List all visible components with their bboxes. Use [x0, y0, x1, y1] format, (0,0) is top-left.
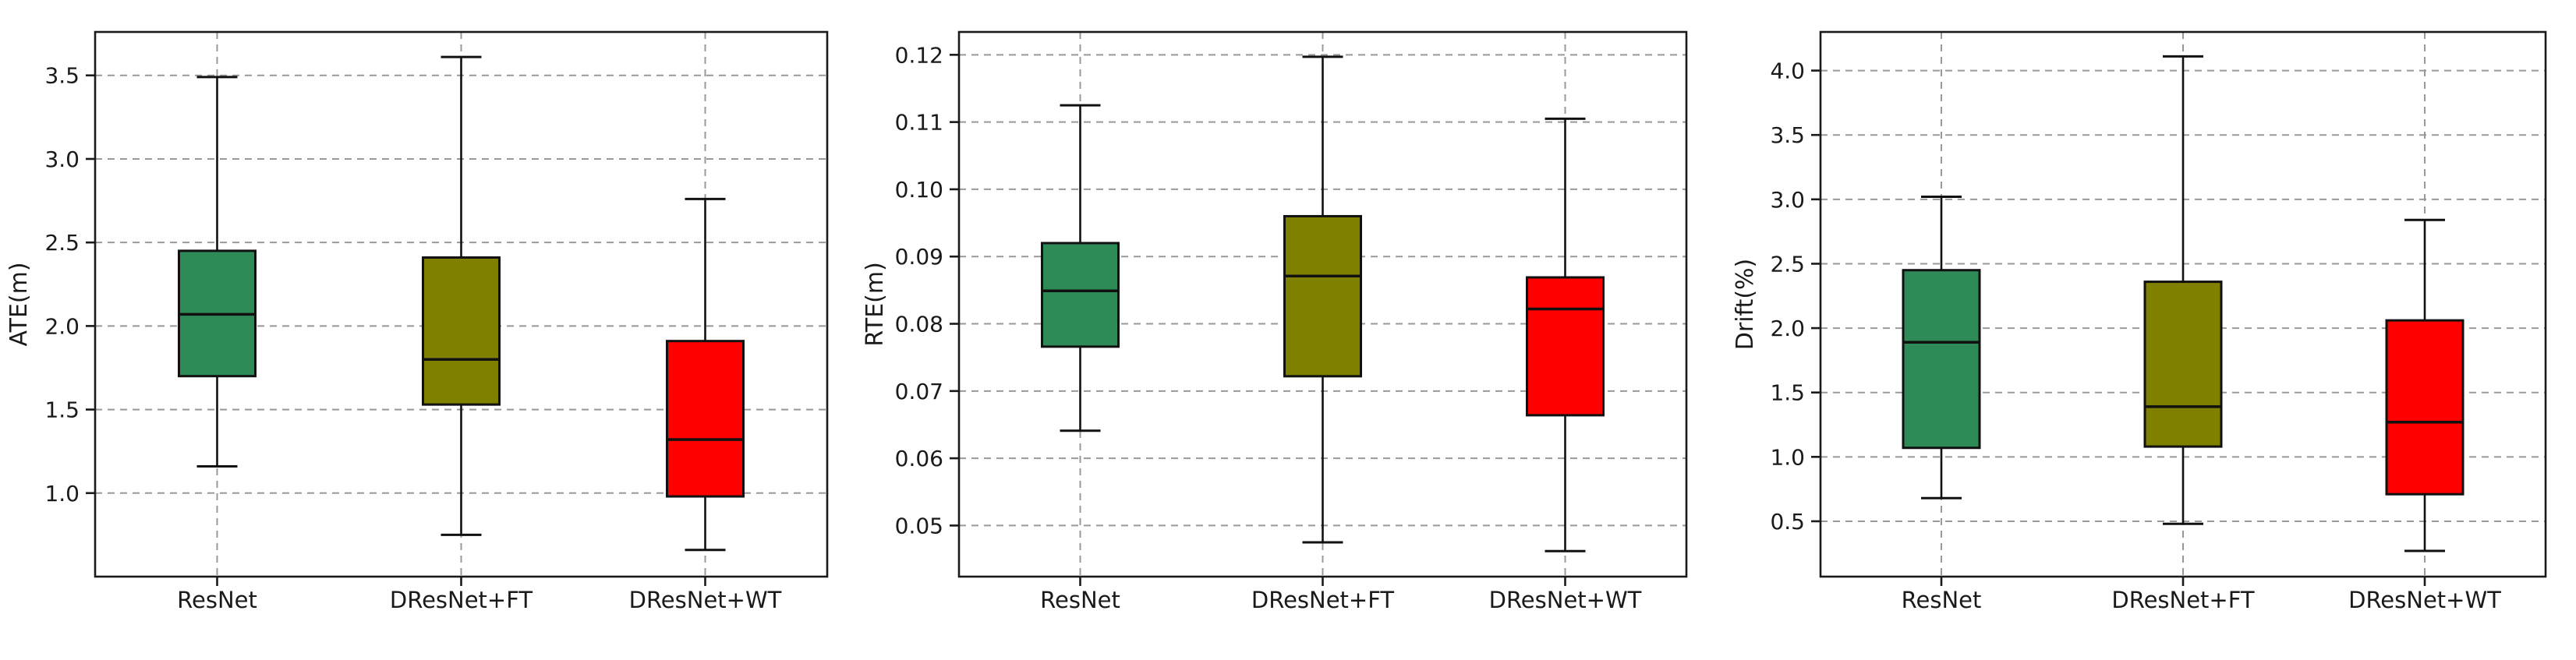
ytick-label: 0.08	[895, 312, 943, 337]
ytick-label: 3.0	[1770, 187, 1805, 213]
ytick-label: 2.0	[1770, 316, 1805, 341]
box-resnet	[1902, 196, 1981, 499]
rte-boxplot: 0.05 0.06 0.07 0.08 0.09 0.10 0.11 0.12 ResNet DR…	[862, 30, 1688, 613]
xtick-label: DResNet+FT	[2111, 587, 2255, 613]
xtick-label: DResNet+WT	[2348, 587, 2501, 613]
box-resnet	[1041, 104, 1120, 432]
iqr-box	[666, 340, 745, 498]
drift-boxplot: 0.5 1.0 1.5 2.0 2.5 3.0 3.5 4.0 ResNet DResNet+FT…	[1732, 30, 2547, 613]
y-axis-label: RTE(m)	[862, 262, 889, 347]
ytick-label: 2.0	[44, 313, 80, 339]
xtick-label: ResNet	[1902, 587, 1982, 613]
panel-ate: 1.0 1.5 2.0 2.5 3.0 3.5 ResNet DResNet+FT DResNe…	[0, 0, 858, 660]
iqr-box	[1041, 242, 1120, 348]
iqr-box	[1902, 269, 1981, 450]
panel-rte: 0.05 0.06 0.07 0.08 0.09 0.10 0.11 0.12 ResNet DR…	[859, 0, 1718, 660]
iqr-box	[1283, 214, 1362, 378]
ytick-label: 0.09	[895, 244, 943, 270]
ytick-label: 4.0	[1770, 58, 1805, 84]
xtick-label: DResNet+WT	[1489, 587, 1642, 613]
ytick-label: 3.5	[44, 63, 80, 89]
box-dresnet-wt	[666, 197, 745, 552]
ytick-label: 3.5	[1770, 122, 1805, 148]
ytick-label: 1.5	[1770, 380, 1805, 406]
ytick-label: 2.5	[1770, 251, 1805, 277]
ytick-label: 1.0	[1770, 444, 1805, 470]
box-dresnet-wt	[2385, 218, 2465, 552]
xtick-label: ResNet	[1040, 587, 1120, 613]
box-dresnet-ft	[2143, 55, 2223, 525]
panel-drift: 0.5 1.0 1.5 2.0 2.5 3.0 3.5 4.0 ResNet DResNet+FT…	[1718, 0, 2576, 660]
ate-boxplot: 1.0 1.5 2.0 2.5 3.0 3.5 ResNet DResNet+FT DResNe…	[5, 30, 829, 613]
ytick-label: 0.11	[895, 110, 943, 136]
ytick-label: 0.12	[895, 42, 943, 68]
y-axis-label: Drift(%)	[1732, 259, 1759, 350]
xtick-label: DResNet+FT	[1251, 587, 1395, 613]
ytick-label: 0.10	[895, 177, 943, 203]
ytick-label: 1.5	[44, 397, 80, 423]
y-axis-label: ATE(m)	[5, 262, 33, 346]
ytick-label: 0.05	[895, 513, 943, 538]
box-dresnet-wt	[1526, 117, 1605, 552]
ytick-label: 2.5	[44, 230, 80, 256]
box-dresnet-ft	[1283, 55, 1362, 544]
iqr-box	[1526, 276, 1605, 417]
xtick-label: ResNet	[177, 587, 257, 613]
ytick-label: 0.06	[895, 446, 943, 471]
ytick-label: 0.07	[895, 379, 943, 404]
ytick-label: 0.5	[1770, 509, 1805, 535]
iqr-box	[2143, 281, 2223, 448]
iqr-box	[2385, 319, 2465, 496]
box-dresnet-ft	[422, 55, 501, 536]
ytick-label: 1.0	[44, 481, 80, 506]
iqr-box	[422, 256, 501, 406]
xtick-label: DResNet+WT	[629, 587, 782, 613]
box-resnet	[178, 76, 257, 468]
ytick-label: 3.0	[44, 146, 80, 172]
xtick-label: DResNet+FT	[390, 587, 533, 613]
